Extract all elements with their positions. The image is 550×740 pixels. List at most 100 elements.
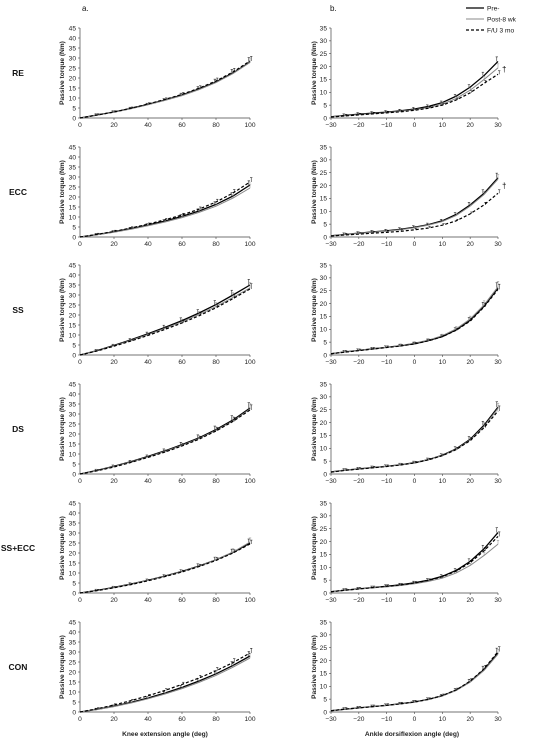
ds-ankle-y-tick-label: 35 [320, 381, 328, 388]
re-knee-y-tick-label: 5 [72, 105, 76, 112]
ss-ecc-knee-y-tick-label: 40 [69, 510, 77, 517]
ecc-ankle-x-tick-label: 20 [466, 241, 474, 248]
con-ankle-x-tick-label: −20 [353, 716, 365, 723]
ds-knee-x-tick-label: 100 [244, 478, 255, 485]
ss-ecc-knee-x-tick-label: 0 [78, 597, 82, 604]
legend: Pre- Post-8 wk F/U 3 mo [466, 6, 517, 35]
ds-ankle-y-tick-label: 5 [323, 458, 327, 465]
con-knee-y-tick-label: 0 [72, 709, 76, 716]
re-knee-x-tick-label: 80 [212, 122, 220, 129]
legend-label-fu: F/U 3 mo [487, 28, 514, 35]
con-knee-y-axis-label: Passive torque (Nm) [59, 635, 66, 699]
ss-ankle-y-tick-label: 10 [320, 327, 328, 334]
ss-knee-y-tick-label: 5 [72, 342, 76, 349]
con-ankle-y-tick-label: 30 [320, 632, 328, 639]
con-knee-f-u-3-mo-line [79, 652, 251, 713]
ss-knee-y-tick-label: 15 [69, 322, 77, 329]
con-ankle-f-u-3-mo-line [330, 651, 499, 712]
ecc-ankle-x-tick-label: −30 [325, 241, 337, 248]
ss-ankle-y-tick-label: 15 [320, 314, 328, 321]
con-ankle-x-tick-label: 10 [439, 716, 447, 723]
con-knee-y-tick-label: 20 [69, 669, 77, 676]
re-ankle-post-8-wk-line [330, 67, 499, 118]
ds-ankle-y-tick-label: 15 [320, 433, 328, 440]
ss-ecc-knee-x-tick-label: 20 [110, 597, 118, 604]
row-label-re: RE [12, 68, 24, 78]
re-knee-y-tick-label: 40 [69, 35, 77, 42]
ss-ecc-knee-y-tick-label: 5 [72, 580, 76, 587]
ds-knee-y-tick-label: 40 [69, 391, 77, 398]
ss-ankle-x-tick-label: −10 [381, 359, 393, 366]
ss-ecc-knee-y-axis-label: Passive torque (Nm) [59, 516, 66, 580]
ss-knee-y-tick-label: 10 [69, 332, 77, 339]
ss-knee-y-axis-label: Passive torque (Nm) [59, 278, 66, 342]
panel-b-label: b. [330, 4, 337, 13]
ss-knee-y-tick-label: 0 [72, 352, 76, 359]
row-label-ecc: ECC [9, 187, 27, 197]
ss-ecc-ankle-f-u-3-mo-line [330, 536, 499, 593]
ds-ankle-x-tick-label: −30 [325, 478, 337, 485]
ss-knee-pre-line [79, 284, 251, 356]
panel-a-label: a. [82, 4, 89, 13]
ss-ecc-knee-y-tick-label: 25 [69, 540, 77, 547]
ss-ecc-ankle-x-tick-label: 20 [466, 597, 474, 604]
legend-label-pre: Pre- [487, 6, 499, 13]
ecc-ankle-y-tick-label: 25 [320, 170, 328, 177]
re-knee-y-tick-label: 15 [69, 85, 77, 92]
re-ankle-x-tick-label: 20 [466, 122, 474, 129]
ecc-knee-x-tick-label: 40 [144, 241, 152, 248]
re-knee-post-8-wk-line [79, 61, 251, 119]
con-ankle-y-tick-label: 20 [320, 658, 328, 665]
ss-ecc-ankle-y-tick-label: 15 [320, 552, 328, 559]
ecc-knee-x-tick-label: 100 [244, 241, 255, 248]
ss-ecc-knee-y-tick-label: 20 [69, 550, 77, 557]
ss-ecc-knee-pre-line [79, 542, 251, 594]
ss-ankle-x-tick-label: 0 [413, 359, 417, 366]
re-ankle-x-tick-label: −20 [353, 122, 365, 129]
ecc-ankle-y-tick-label: 0 [323, 234, 327, 241]
ss-ecc-ankle-y-tick-label: 20 [320, 539, 328, 546]
con-knee-y-tick-label: 35 [69, 639, 77, 646]
ss-ecc-knee-x-tick-label: 40 [144, 597, 152, 604]
ss-ecc-ankle-y-tick-label: 0 [323, 590, 327, 597]
ds-ankle-y-tick-label: 20 [320, 420, 328, 427]
ecc-ankle-y-tick-label: 30 [320, 157, 328, 164]
ss-ecc-knee-f-u-3-mo-line [79, 543, 251, 594]
ss-ankle-x-tick-label: 20 [466, 359, 474, 366]
re-knee-y-axis-label: Passive torque (Nm) [59, 41, 66, 105]
ds-knee-y-tick-label: 25 [69, 421, 77, 428]
ds-ankle-x-tick-label: 20 [466, 478, 474, 485]
legend-label-post: Post-8 wk [487, 17, 517, 24]
con-knee-y-tick-label: 15 [69, 679, 77, 686]
ss-ecc-knee-y-tick-label: 45 [69, 500, 77, 507]
ds-ankle-x-tick-label: −10 [381, 478, 393, 485]
ecc-knee-pre-line [79, 184, 251, 238]
ds-knee-y-tick-label: 0 [72, 471, 76, 478]
re-ankle-x-tick-label: −30 [325, 122, 337, 129]
con-ankle-y-tick-label: 15 [320, 671, 328, 678]
ss-ecc-ankle-x-tick-label: −10 [381, 597, 393, 604]
ankle-x-axis-label: Ankle dorsiflexion angle (deg) [365, 731, 459, 738]
ds-ankle-y-tick-label: 0 [323, 471, 327, 478]
ds-knee-y-tick-label: 10 [69, 451, 77, 458]
ecc-knee-y-tick-label: 5 [72, 224, 76, 231]
knee-x-axis-label: Knee extension angle (deg) [122, 731, 208, 738]
con-ankle-y-tick-label: 5 [323, 696, 327, 703]
ss-ankle-y-tick-label: 0 [323, 352, 327, 359]
ecc-knee-f-u-3-mo-line [79, 181, 251, 238]
ss-knee-f-u-3-mo-line [79, 288, 251, 356]
ds-knee-x-tick-label: 20 [110, 478, 118, 485]
ds-knee-y-tick-label: 45 [69, 381, 77, 388]
con-knee-x-tick-label: 80 [212, 716, 220, 723]
con-knee-x-tick-label: 60 [178, 716, 186, 723]
ss-ankle-y-tick-label: 30 [320, 275, 328, 282]
con-knee-y-tick-label: 25 [69, 659, 77, 666]
ss-ecc-knee-x-tick-label: 80 [212, 597, 220, 604]
re-knee-chart: 0 5 10 15 20 25 30 35 40 45 0 20 40 60 80 100 Passive to… [12, 25, 256, 129]
ss-ecc-knee-y-tick-label: 30 [69, 530, 77, 537]
ds-ankle-y-tick-label: 25 [320, 407, 328, 414]
con-knee-post-8-wk-line [79, 657, 251, 713]
